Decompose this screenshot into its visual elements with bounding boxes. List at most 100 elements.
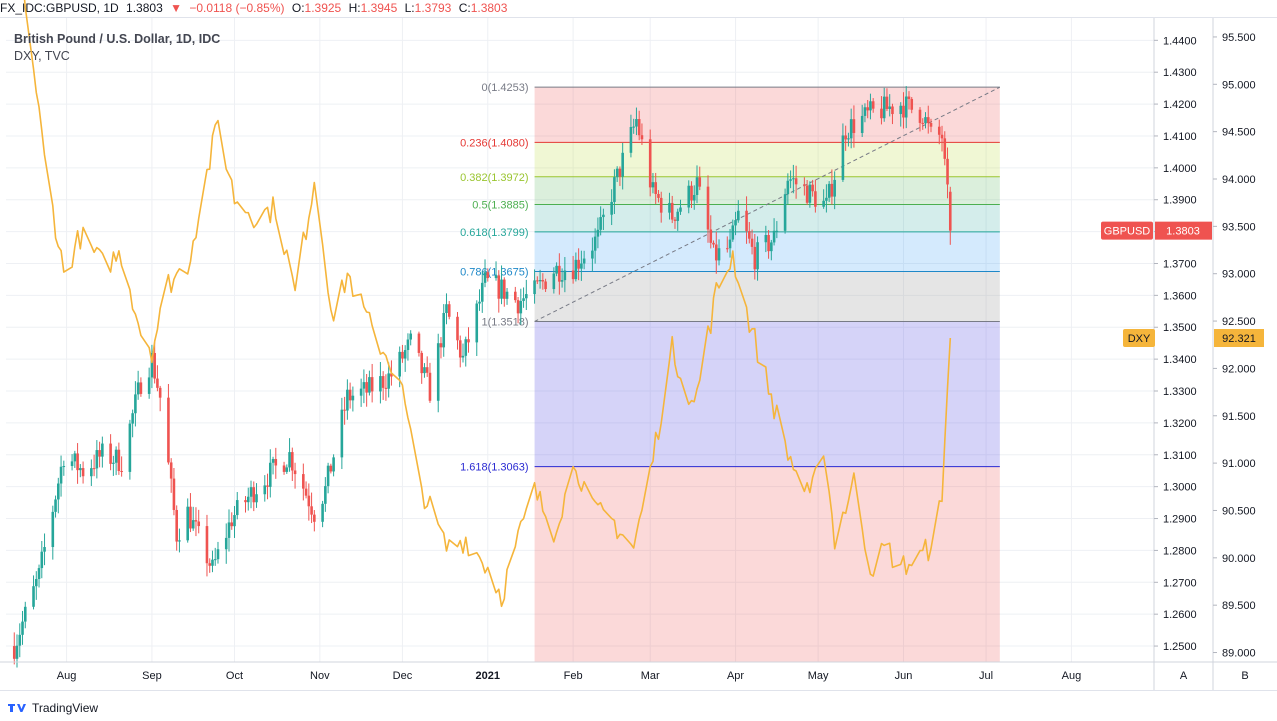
candle-body — [291, 452, 294, 471]
candle — [635, 107, 638, 136]
candle — [563, 257, 567, 293]
candle — [480, 270, 484, 313]
left-scale-button[interactable]: A — [1180, 670, 1188, 682]
time-axis-tick-label: Sep — [142, 670, 162, 682]
candle-body — [940, 134, 944, 139]
candle — [948, 186, 952, 245]
candle-body — [436, 343, 440, 401]
candle — [514, 286, 517, 303]
fib-level-label: 0.618(1.3799) — [460, 227, 529, 239]
candle — [244, 496, 247, 513]
gbpusd-price-label: 1.3803 — [1166, 226, 1200, 238]
candle-body — [92, 468, 96, 470]
candle — [172, 467, 176, 516]
candle-body — [117, 449, 121, 472]
candle — [81, 461, 85, 484]
candle-body — [657, 193, 660, 198]
candle — [321, 500, 324, 528]
candle — [288, 438, 291, 472]
right-axis-tick-label: 89.000 — [1222, 648, 1256, 660]
candle-body — [425, 367, 429, 373]
candle — [756, 236, 759, 281]
symbol-label[interactable]: FX_IDC:GBPUSD, 1D — [0, 1, 119, 15]
left-axis-tick-label: 1.2500 — [1163, 641, 1197, 653]
left-axis-tick-label: 1.4100 — [1163, 131, 1197, 143]
fib-level-label: 1(1.3518) — [481, 317, 528, 329]
candle-body — [205, 526, 209, 564]
dxy-price-label: 92.321 — [1222, 333, 1256, 345]
candle-body — [348, 389, 352, 401]
gbpusd-price-tag — [1155, 221, 1212, 240]
candle-body — [728, 239, 732, 249]
candle-body — [95, 450, 99, 469]
candle — [571, 255, 575, 284]
time-axis-tick-label: Nov — [310, 670, 330, 682]
candle-body — [748, 231, 751, 239]
candle-body — [486, 272, 490, 279]
candle — [387, 362, 390, 398]
gbpusd-name-label: GBPUSD — [1104, 226, 1151, 238]
candle — [194, 507, 198, 537]
candle-body — [571, 270, 575, 280]
candle — [343, 396, 346, 425]
candle-body — [651, 182, 655, 188]
left-axis-tick-label: 1.4400 — [1163, 35, 1197, 47]
time-axis-tick-label: Jul — [979, 670, 993, 682]
candle — [178, 528, 181, 553]
candle-body — [233, 515, 236, 527]
candle — [580, 250, 583, 281]
candle — [593, 228, 597, 264]
price-chart[interactable]: 0(1.4253) 0.236(1.4080) 0.382(1.3972) 0.5(1… — [0, 0, 1277, 690]
fib-level-label: 0.382(1.3972) — [460, 172, 529, 184]
low-value: 1.3793 — [414, 1, 452, 15]
candle — [728, 228, 732, 258]
candle-body — [147, 377, 151, 394]
candle-body — [178, 540, 181, 542]
candle — [186, 498, 189, 543]
candle — [274, 447, 278, 479]
tradingview-logo[interactable]: TradingView — [8, 701, 98, 715]
candle-body — [948, 191, 952, 231]
candle — [486, 268, 490, 282]
candle — [381, 371, 385, 400]
candle — [670, 195, 674, 224]
left-axis-tick-label: 1.3400 — [1163, 354, 1197, 366]
candle-body — [329, 465, 333, 472]
left-axis-tick-label: 1.2700 — [1163, 577, 1197, 589]
candle — [602, 208, 605, 230]
right-scale-button[interactable]: B — [1241, 670, 1248, 682]
candle-body — [516, 300, 520, 314]
candle — [21, 610, 24, 645]
candle — [70, 454, 74, 471]
candle-body — [379, 376, 382, 392]
candle-body — [172, 478, 176, 510]
candle-body — [288, 452, 291, 468]
candle — [648, 129, 652, 197]
dxy-name-label: DXY — [1128, 333, 1151, 345]
candle-body — [946, 158, 949, 185]
candle — [926, 105, 930, 134]
candle-body — [442, 312, 446, 348]
candle-body — [464, 339, 468, 356]
gbpusd-candles — [12, 86, 952, 668]
candle-body — [563, 270, 567, 281]
candle — [128, 419, 132, 480]
candle — [216, 541, 220, 564]
tradingview-logo-icon — [8, 704, 26, 712]
candle — [310, 492, 313, 524]
candle-body — [695, 177, 699, 195]
candle-body — [635, 119, 638, 127]
legend-compare-series[interactable]: DXY, TVC — [14, 49, 70, 63]
fib-level-label: 0.786(1.3675) — [460, 266, 529, 278]
candle-body — [772, 230, 776, 243]
candle — [439, 337, 443, 359]
candle-body — [458, 340, 462, 358]
candle — [497, 270, 501, 313]
legend-main-series[interactable]: British Pound / U.S. Dollar, 1D, IDC — [14, 32, 221, 46]
candle-body — [756, 242, 759, 270]
candle — [717, 239, 721, 266]
candle — [731, 219, 735, 242]
candle-body — [224, 537, 228, 550]
candle — [668, 192, 671, 220]
candle — [136, 370, 140, 400]
